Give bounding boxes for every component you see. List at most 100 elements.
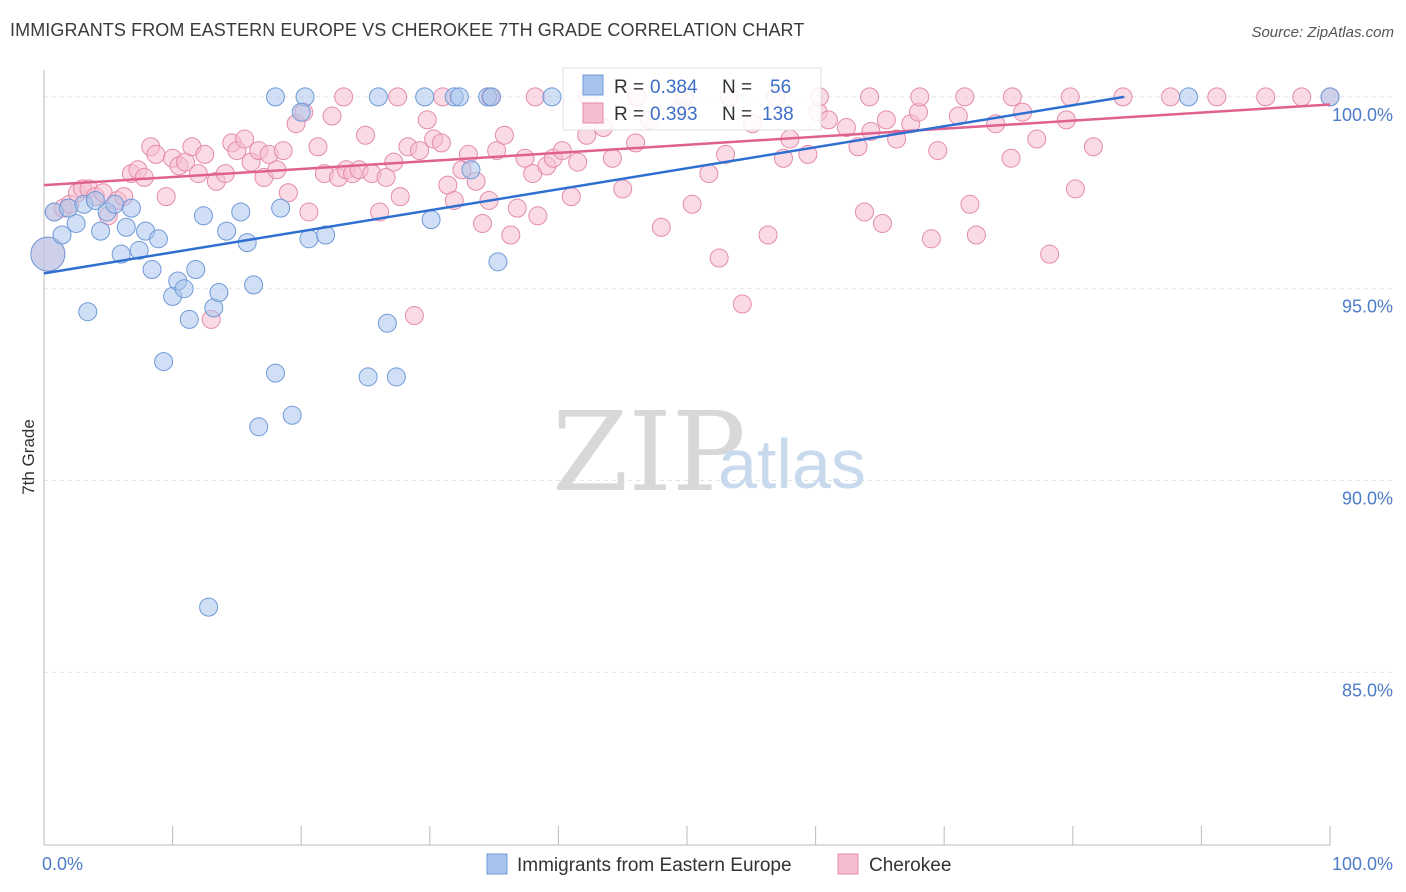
cherokee-point — [568, 152, 588, 172]
x-tick-marks — [43, 826, 1331, 845]
cherokee-point — [273, 141, 293, 161]
cherokee-point — [195, 144, 215, 164]
cherokee-point — [322, 106, 342, 126]
x-tick-label-max: 100.0% — [1332, 854, 1393, 874]
eastern-europe-point — [116, 217, 136, 237]
eastern-europe-point — [377, 313, 397, 333]
cherokee-point — [494, 125, 514, 145]
eastern-europe-point — [85, 190, 105, 210]
stats-blue-n-label: N = — [722, 77, 752, 98]
cherokee-point — [1060, 87, 1080, 107]
cherokee-point — [876, 110, 896, 130]
cherokee-point — [966, 225, 986, 245]
eastern-europe-point — [121, 198, 141, 218]
cherokee-point — [960, 194, 980, 214]
cherokee-point — [146, 144, 166, 164]
eastern-europe-point — [299, 229, 319, 249]
cherokee-point — [682, 194, 702, 214]
trend-line-cherokee — [43, 103, 1331, 187]
stats-blue-r-value: 0.384 — [650, 77, 698, 98]
eastern-europe-point — [1179, 87, 1199, 107]
cherokee-point — [299, 202, 319, 222]
eastern-europe-point — [148, 229, 168, 249]
stats-pink-r-label: R = — [614, 104, 644, 125]
cherokee-point — [431, 133, 451, 153]
eastern-europe-point — [199, 597, 219, 617]
eastern-europe-point — [488, 252, 508, 272]
cherokee-point — [1065, 179, 1085, 199]
cherokee-point — [156, 187, 176, 207]
legend-pink-swatch — [837, 853, 859, 875]
legend-pink-label: Cherokee — [869, 855, 951, 876]
eastern-europe-point — [461, 160, 481, 180]
y-tick-label: 90.0% — [1342, 489, 1393, 509]
cherokee-point — [613, 179, 633, 199]
cherokee-point — [1040, 244, 1060, 264]
eastern-europe-point — [291, 102, 311, 122]
cherokee-point — [709, 248, 729, 268]
cherokee-point — [356, 125, 375, 145]
eastern-europe-point — [78, 302, 98, 322]
stats-blue-swatch — [582, 74, 604, 96]
cherokee-point — [278, 183, 298, 203]
x-tick-label-min: 0.0% — [42, 854, 83, 874]
legend-blue-label: Immigrants from Eastern Europe — [517, 855, 792, 876]
eastern-europe-point — [482, 87, 502, 107]
cherokee-point — [501, 225, 521, 245]
legend: Immigrants from Eastern Europe Cherokee — [486, 853, 951, 876]
eastern-europe-point — [66, 213, 86, 233]
cherokee-point — [528, 206, 548, 226]
eastern-europe-point — [244, 275, 264, 295]
eastern-europe-point — [265, 87, 285, 107]
cherokee-point — [188, 164, 208, 184]
eastern-europe-point — [52, 225, 72, 245]
watermark-zip: ZIP — [552, 388, 746, 516]
eastern-europe-point — [209, 283, 229, 303]
cherokee-point — [602, 148, 622, 168]
cherokee-point — [921, 229, 941, 249]
cherokee-point — [758, 225, 778, 245]
stats-box-frame — [562, 67, 822, 131]
cherokee-point — [651, 217, 671, 237]
cherokee-point — [417, 110, 437, 130]
eastern-europe-point — [231, 202, 251, 222]
eastern-europe-point — [30, 236, 66, 272]
cherokee-point — [308, 137, 328, 157]
cherokee-point — [410, 141, 430, 161]
cherokee-point — [334, 87, 354, 107]
eastern-europe-point — [174, 279, 194, 299]
stats-pink-r-value: 0.393 — [650, 104, 698, 125]
cherokee-point — [1207, 87, 1227, 107]
cherokee-point — [561, 187, 581, 207]
cherokee-point — [955, 87, 975, 107]
eastern-europe-point — [193, 206, 213, 226]
eastern-europe-point — [358, 367, 378, 387]
cherokee-point — [860, 87, 880, 107]
y-tick-label: 95.0% — [1342, 297, 1393, 317]
eastern-europe-point — [542, 87, 562, 107]
y-tick-label: 100.0% — [1332, 105, 1393, 125]
eastern-europe-point — [217, 221, 237, 241]
eastern-europe-point — [179, 309, 199, 329]
cherokee-point — [507, 198, 527, 218]
cherokee-point — [390, 187, 410, 207]
y-tick-labels: 85.0% 90.0% 95.0% 100.0% — [1332, 105, 1393, 700]
cherokee-point — [235, 129, 255, 149]
eastern-europe-point — [105, 194, 125, 214]
stats-blue-n-value: 56 — [770, 77, 791, 98]
cherokee-point — [818, 110, 838, 130]
stats-blue-r-label: R = — [614, 77, 644, 98]
cherokee-point — [487, 141, 507, 161]
source-credit: Source: ZipAtlas.com — [1251, 24, 1394, 41]
eastern-europe-point — [316, 225, 336, 245]
cherokee-point — [525, 87, 545, 107]
cherokee-point — [928, 141, 948, 161]
cherokee-point — [376, 167, 396, 187]
series-eastern-europe-points — [30, 87, 1340, 617]
eastern-europe-point — [282, 405, 302, 425]
cherokee-point — [1002, 87, 1022, 107]
eastern-europe-point — [386, 367, 406, 387]
cherokee-point — [1083, 137, 1103, 157]
stats-box: R = 0.384 N = 56 R = 0.393 N = 138 — [562, 67, 822, 131]
cherokee-point — [716, 144, 736, 164]
